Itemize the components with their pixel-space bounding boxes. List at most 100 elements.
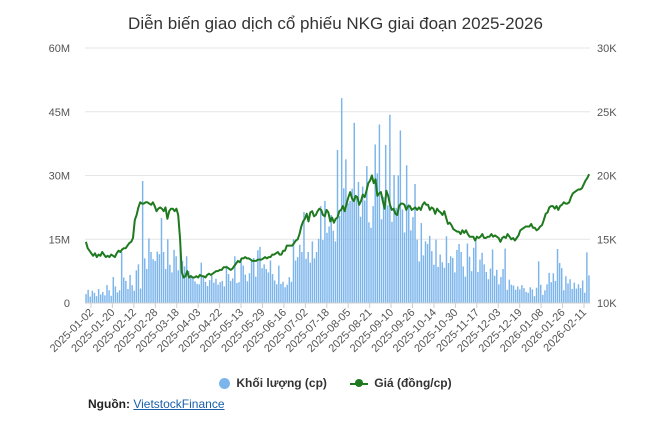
source-link[interactable]: VietstockFinance (133, 397, 225, 411)
volume-bar[interactable] (187, 271, 190, 303)
volume-bar[interactable] (340, 98, 343, 304)
volume-bar[interactable] (273, 280, 276, 303)
volume-bar[interactable] (150, 252, 152, 303)
volume-bar[interactable] (366, 166, 368, 303)
volume-bar[interactable] (255, 276, 257, 303)
volume-bar[interactable] (110, 295, 112, 303)
volume-bar[interactable] (250, 261, 253, 303)
volume-bar[interactable] (164, 269, 167, 303)
volume-bar[interactable] (575, 288, 578, 303)
volume-bar[interactable] (244, 274, 247, 303)
volume-bar[interactable] (552, 273, 555, 303)
volume-bar[interactable] (190, 274, 192, 303)
volume-bar[interactable] (106, 285, 108, 303)
volume-bar[interactable] (418, 261, 420, 303)
volume-bar[interactable] (123, 277, 125, 304)
volume-bar[interactable] (408, 203, 410, 303)
volume-bar[interactable] (391, 221, 393, 303)
volume-bar[interactable] (305, 258, 307, 303)
volume-bar[interactable] (290, 281, 293, 303)
volume-bar[interactable] (294, 260, 297, 304)
volume-bar[interactable] (508, 279, 511, 303)
volume-bar[interactable] (395, 207, 397, 303)
volume-bar[interactable] (173, 249, 175, 303)
volume-bar[interactable] (215, 278, 217, 303)
volume-bar[interactable] (169, 264, 171, 303)
volume-bar[interactable] (118, 290, 121, 303)
volume-bar[interactable] (162, 252, 165, 303)
volume-bar[interactable] (213, 282, 215, 303)
volume-bar[interactable] (414, 184, 416, 303)
volume-bar[interactable] (99, 294, 102, 304)
volume-bar[interactable] (565, 276, 567, 303)
volume-bar[interactable] (364, 200, 366, 303)
volume-bar[interactable] (223, 286, 226, 303)
volume-bar[interactable] (332, 230, 335, 303)
volume-bar[interactable] (275, 284, 278, 303)
volume-bar[interactable] (320, 206, 322, 303)
volume-bar[interactable] (475, 238, 477, 303)
volume-bar[interactable] (234, 256, 236, 303)
volume-bar[interactable] (452, 257, 454, 303)
volume-bar[interactable] (221, 280, 223, 303)
volume-bar[interactable] (257, 250, 259, 303)
volume-bar[interactable] (317, 238, 320, 303)
volume-bar[interactable] (416, 239, 418, 303)
volume-bar[interactable] (569, 279, 571, 303)
volume-bar[interactable] (141, 181, 144, 303)
price-line-path[interactable] (84, 173, 591, 279)
volume-bar[interactable] (496, 269, 498, 303)
volume-bar[interactable] (466, 243, 469, 304)
volume-bar[interactable] (579, 288, 582, 303)
volume-bar[interactable] (225, 265, 228, 303)
volume-bar[interactable] (481, 252, 483, 303)
volume-bar[interactable] (198, 284, 200, 303)
volume-bar[interactable] (546, 284, 548, 303)
volume-bar[interactable] (460, 252, 462, 303)
volume-bar[interactable] (202, 276, 205, 303)
volume-bar[interactable] (177, 270, 179, 303)
volume-bar[interactable] (112, 277, 115, 303)
volume-bar[interactable] (307, 252, 309, 303)
volume-bar[interactable] (540, 284, 542, 303)
volume-bar[interactable] (227, 274, 230, 303)
volume-bar[interactable] (412, 217, 414, 303)
volume-bar[interactable] (292, 239, 295, 303)
volume-bar[interactable] (282, 281, 284, 303)
volume-bar[interactable] (336, 150, 339, 303)
volume-bar[interactable] (477, 271, 479, 303)
volume-bar[interactable] (152, 259, 154, 303)
volume-bar[interactable] (131, 285, 133, 303)
volume-bar[interactable] (361, 186, 364, 303)
volume-bar[interactable] (143, 258, 146, 303)
volume-bar[interactable] (525, 291, 527, 303)
volume-bar[interactable] (355, 196, 358, 303)
volume-bar[interactable] (261, 268, 263, 303)
volume-bar[interactable] (248, 273, 251, 303)
volume-bar[interactable] (171, 272, 173, 303)
volume-bar[interactable] (204, 281, 207, 303)
volume-bar[interactable] (345, 159, 347, 303)
volume-bar[interactable] (351, 188, 353, 303)
volume-bar[interactable] (217, 284, 219, 303)
volume-bar[interactable] (85, 294, 87, 303)
volume-bar[interactable] (378, 124, 381, 304)
volume-bar[interactable] (91, 290, 94, 303)
volume-bar[interactable] (359, 216, 362, 303)
volume-bar[interactable] (397, 175, 400, 304)
volume-bar[interactable] (491, 249, 494, 303)
volume-bar[interactable] (179, 241, 182, 303)
volume-bar[interactable] (586, 252, 588, 303)
volume-bar[interactable] (240, 260, 242, 304)
volume-bar[interactable] (192, 276, 194, 303)
volume-bar[interactable] (246, 281, 249, 303)
volume-bar[interactable] (280, 283, 282, 303)
volume-bar[interactable] (410, 230, 412, 303)
volume-bar[interactable] (537, 261, 540, 303)
volume-bar[interactable] (544, 290, 546, 303)
volume-bar[interactable] (479, 259, 481, 303)
volume-bar[interactable] (238, 282, 240, 303)
volume-bar[interactable] (405, 165, 408, 303)
volume-bar[interactable] (472, 247, 475, 303)
volume-bar[interactable] (506, 289, 508, 303)
